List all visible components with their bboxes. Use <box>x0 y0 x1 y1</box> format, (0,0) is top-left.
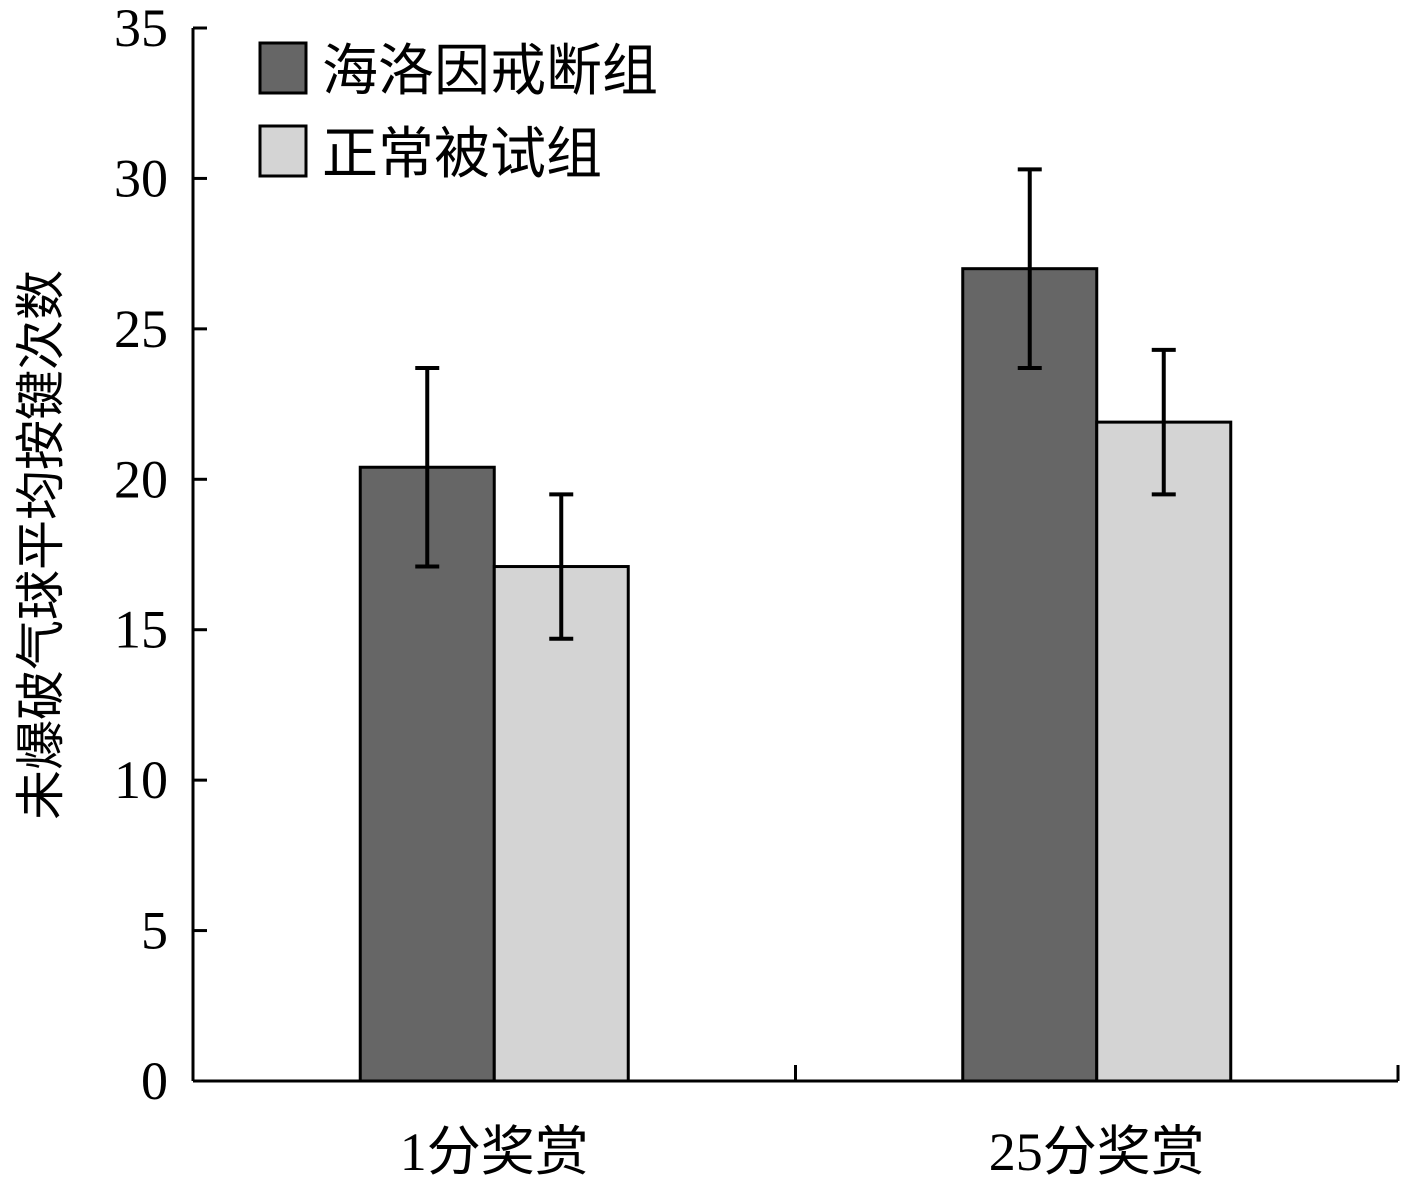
bar <box>1095 420 1233 1083</box>
y-tick-label: 5 <box>141 901 168 961</box>
y-tick-label: 15 <box>114 600 168 660</box>
legend-label-normal: 正常被试组 <box>322 124 602 186</box>
x-tick-label: 1分奖赏 <box>400 1122 589 1178</box>
bars <box>358 267 1233 1083</box>
y-tick-label: 30 <box>114 148 168 208</box>
legend-swatch-heroin <box>258 41 308 95</box>
y-axis-label: 未爆破气球平均按键次数 <box>13 270 69 820</box>
y-tick-label: 20 <box>114 449 168 509</box>
legend-swatch-normal <box>258 124 308 178</box>
y-tick-label: 0 <box>141 1051 168 1111</box>
y-tick-label: 10 <box>114 750 168 810</box>
bar <box>492 565 630 1083</box>
axes: 0 5 10 15 20 25 30 35 1分奖赏 25分奖赏 <box>114 0 1400 1182</box>
legend: 海洛因戒断组 正常被试组 <box>258 41 658 186</box>
legend-label-heroin: 海洛因戒断组 <box>322 41 658 103</box>
y-tick-label: 35 <box>114 0 168 58</box>
bar <box>961 267 1099 1083</box>
x-tick-label: 25分奖赏 <box>989 1122 1205 1178</box>
error-bars <box>415 167 1176 641</box>
y-tick-label: 25 <box>114 299 168 359</box>
